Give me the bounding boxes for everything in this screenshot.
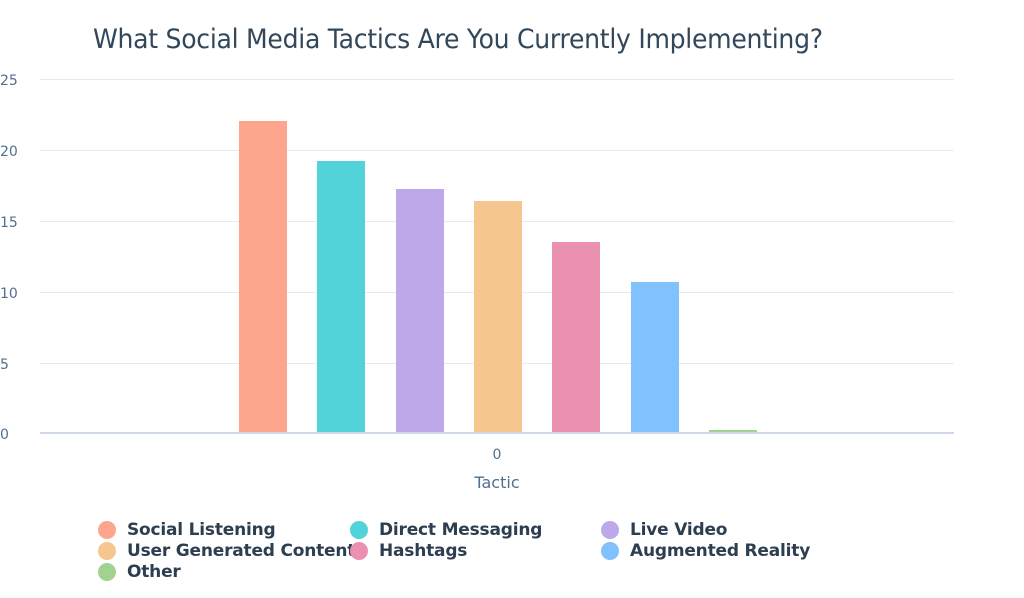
bar-social-listening[interactable] [239, 121, 287, 433]
legend-dot-icon [601, 541, 619, 560]
bar-direct-messaging[interactable] [317, 161, 366, 433]
legend-item-augmented-reality[interactable]: Augmented Reality [601, 540, 810, 561]
y-tick-5: 5 [0, 357, 9, 373]
gridline-20 [40, 150, 954, 151]
legend-item-direct-messaging[interactable]: Direct Messaging [350, 519, 542, 540]
plot-area [40, 79, 954, 434]
legend-dot-icon [350, 541, 368, 560]
legend-item-hashtags[interactable]: Hashtags [350, 540, 467, 561]
legend-item-live-video[interactable]: Live Video [601, 519, 727, 540]
chart-title: What Social Media Tactics Are You Curren… [93, 24, 823, 55]
legend-item-user-generated-content[interactable]: User Generated Content [98, 540, 355, 561]
y-tick-15: 15 [0, 215, 18, 231]
bar-hashtags[interactable] [552, 241, 601, 433]
y-tick-25: 25 [0, 73, 18, 89]
y-tick-0: 0 [0, 427, 9, 443]
legend-dot-icon [98, 520, 116, 539]
y-tick-20: 20 [0, 144, 18, 160]
legend-dot-icon [601, 520, 619, 539]
legend-dot-icon [98, 541, 116, 560]
legend-label: Direct Messaging [379, 519, 543, 540]
bar-other[interactable] [708, 430, 757, 433]
legend-dot-icon [350, 520, 368, 539]
y-tick-10: 10 [0, 286, 18, 302]
bar-augmented-reality[interactable] [630, 281, 679, 433]
legend-label: Other [127, 561, 181, 582]
legend-label: Live Video [630, 519, 728, 540]
legend-label: User Generated Content [127, 540, 356, 561]
x-axis-line [40, 432, 954, 434]
legend-dot-icon [98, 562, 116, 581]
legend-item-social-listening[interactable]: Social Listening [98, 519, 276, 540]
bar-live-video[interactable] [395, 189, 444, 433]
legend-label: Social Listening [127, 519, 276, 540]
legend-item-other[interactable]: Other [98, 561, 181, 582]
bar-user-generated-content[interactable] [473, 200, 522, 433]
x-tick-0: 0 [492, 447, 502, 463]
legend-label: Hashtags [379, 540, 468, 561]
gridline-25 [40, 79, 954, 80]
x-axis-label: Tactic [474, 473, 520, 492]
legend-label: Augmented Reality [630, 540, 811, 561]
